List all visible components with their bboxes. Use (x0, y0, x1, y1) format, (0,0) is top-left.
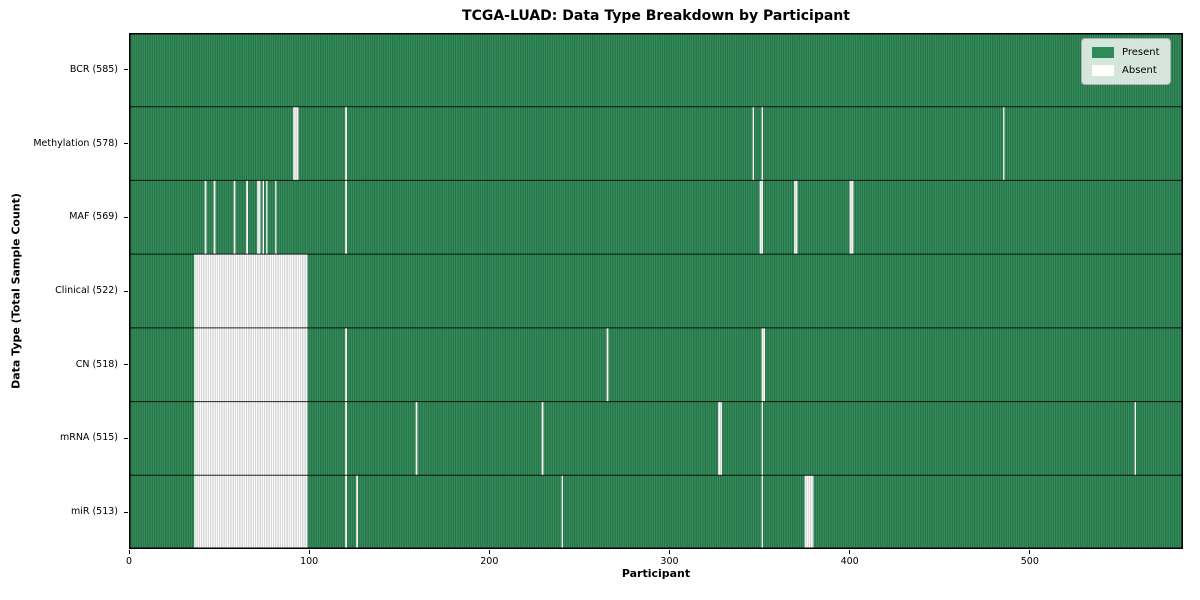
y-tick-label: Clinical (522) (55, 285, 118, 296)
legend-entry-present: Present (1092, 47, 1160, 58)
x-tick-label: 300 (660, 556, 679, 567)
heatmap-plot (129, 33, 1183, 549)
y-tick-mark (124, 437, 128, 439)
y-tick-mark (124, 290, 128, 292)
x-tick-label: 200 (480, 556, 499, 567)
x-tick-mark (669, 550, 670, 554)
y-tick-mark (124, 511, 128, 513)
x-tick-mark (849, 550, 851, 554)
y-tick-label: Methylation (578) (33, 137, 118, 149)
x-axis-label: Participant (621, 567, 691, 580)
x-tick-label: 500 (1020, 556, 1039, 567)
x-tick-mark (308, 550, 310, 554)
legend-entry-absent: Absent (1092, 65, 1160, 76)
legend: Present Absent (1081, 38, 1171, 85)
y-tick-mark (124, 216, 128, 218)
y-tick-mark (124, 143, 128, 145)
present-swatch-icon (1092, 47, 1114, 58)
y-tick-label: CN (518) (75, 358, 118, 370)
chart-title: TCGA-LUAD: Data Type Breakdown by Partic… (462, 8, 850, 24)
legend-label-present: Present (1122, 47, 1160, 58)
x-tick-label: 400 (840, 556, 859, 567)
x-tick-label: 0 (125, 556, 133, 567)
x-tick-mark (128, 550, 130, 554)
y-tick-label: BCR (585) (69, 63, 118, 75)
y-tick-label: miR (513) (70, 506, 118, 518)
legend-label-absent: Absent (1122, 65, 1157, 76)
y-tick-label: mRNA (515) (59, 432, 118, 444)
y-tick-mark (124, 364, 128, 366)
y-tick-label: MAF (569) (69, 211, 118, 223)
plot-border (129, 33, 1183, 549)
x-tick-mark (1029, 550, 1031, 554)
stripe-overlay (129, 33, 1183, 549)
absent-swatch-icon (1092, 65, 1114, 76)
x-tick-label: 100 (300, 556, 319, 567)
y-tick-mark (124, 69, 128, 71)
x-tick-mark (488, 550, 490, 554)
